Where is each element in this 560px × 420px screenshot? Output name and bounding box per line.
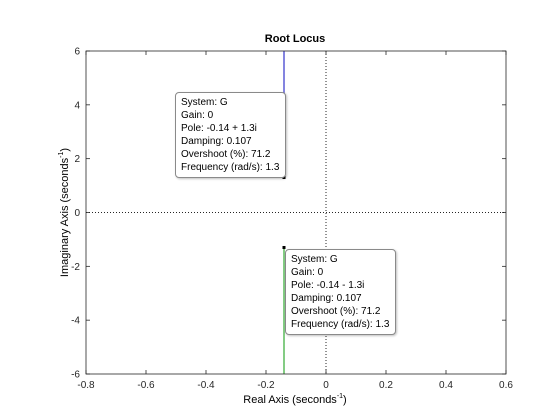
- y-tick-label: -2: [71, 262, 80, 273]
- pole-marker: [282, 245, 286, 249]
- y-tick-label: 2: [74, 154, 80, 165]
- x-tick-label: 0: [323, 380, 329, 391]
- datatip-line: Frequency (rad/s): 1.3: [181, 162, 280, 173]
- datatip-line: Gain: 0: [291, 267, 324, 278]
- datatip-lower-pole[interactable]: System: G Gain: 0 Pole: -0.14 - 1.3i Dam…: [285, 249, 397, 335]
- y-tick-label: 4: [74, 100, 80, 111]
- x-tick-label: -0.2: [257, 380, 275, 391]
- x-tick-label: 0.4: [439, 380, 453, 391]
- x-tick-label: 0.6: [499, 380, 513, 391]
- datatip-line: Overshoot (%): 71.2: [291, 306, 381, 317]
- y-tick-label: 6: [74, 47, 80, 58]
- pole-markers: [282, 176, 286, 249]
- datatip-line: System: G: [181, 97, 228, 108]
- datatip-line: Pole: -0.14 - 1.3i: [291, 280, 365, 291]
- x-tick-label: -0.4: [197, 380, 215, 391]
- x-axis-title: Real Axis (seconds-1): [243, 393, 346, 406]
- y-tick-label: 0: [74, 208, 80, 219]
- x-tick-label: 0.2: [379, 380, 393, 391]
- datatip-line: Damping: 0.107: [291, 293, 362, 304]
- datatip-line: System: G: [291, 254, 338, 265]
- y-tick-label: -6: [71, 370, 80, 381]
- axis-ticks: -0.8 -0.6 -0.4 -0.2 0 0.2 0.4 0.6 -6 -4 -2 0 2 4 6: [71, 47, 513, 392]
- pole-marker: [282, 176, 286, 180]
- datatip-line: Overshoot (%): 71.2: [181, 149, 271, 160]
- x-tick-label: -0.8: [77, 380, 95, 391]
- x-tick-label: -0.6: [137, 380, 155, 391]
- axes-zero-lines: [86, 51, 506, 374]
- datatip-upper-pole[interactable]: System: G Gain: 0 Pole: -0.14 + 1.3i Dam…: [175, 92, 287, 178]
- datatip-line: Pole: -0.14 + 1.3i: [181, 123, 257, 134]
- datatip-line: Frequency (rad/s): 1.3: [291, 319, 390, 330]
- datatip-line: Damping: 0.107: [181, 136, 252, 147]
- y-tick-label: -4: [71, 316, 80, 327]
- y-axis-title: Imaginary Axis (seconds-1): [58, 148, 71, 277]
- datatip-line: Gain: 0: [181, 110, 214, 121]
- chart-title: Root Locus: [265, 33, 326, 45]
